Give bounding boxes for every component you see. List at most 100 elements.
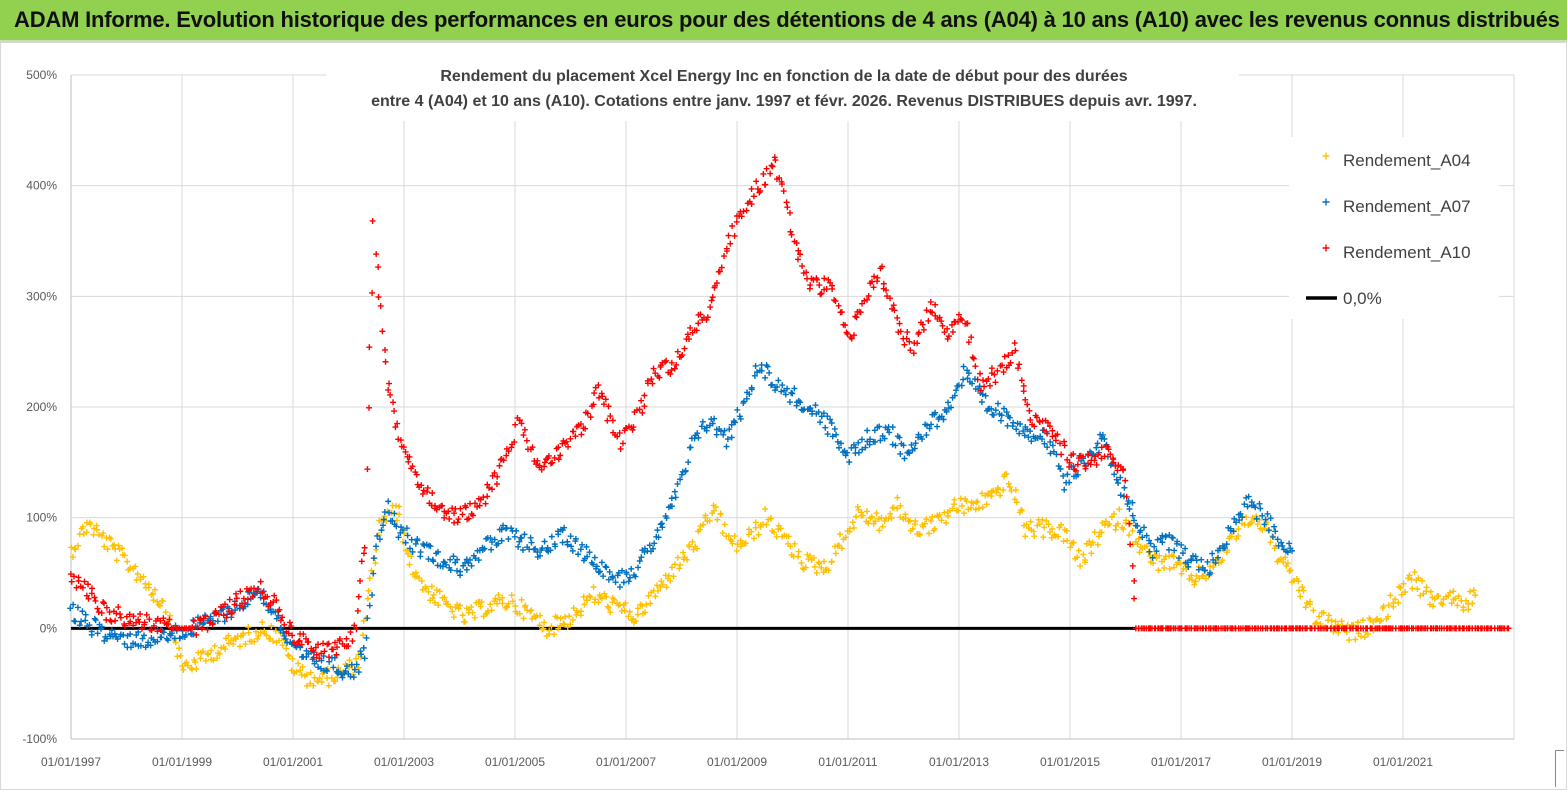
data-point (251, 638, 258, 645)
data-point (833, 431, 840, 438)
data-point (198, 625, 205, 632)
data-point (850, 524, 857, 531)
data-point (467, 556, 474, 563)
data-point (979, 490, 986, 497)
data-point (491, 536, 498, 543)
data-point (687, 444, 694, 451)
data-point (166, 616, 173, 623)
data-point (548, 623, 555, 630)
data-point (121, 622, 128, 629)
data-point (117, 611, 124, 618)
data-point (1093, 444, 1100, 451)
data-point (1000, 405, 1007, 412)
data-point (616, 429, 623, 436)
data-point (1129, 499, 1136, 506)
data-point (379, 328, 386, 335)
data-point (1272, 528, 1279, 535)
data-point (107, 535, 114, 542)
data-point (970, 500, 977, 507)
legend-item-rendement-a04[interactable]: Rendement_A04 (1322, 151, 1471, 170)
legend-item-rendement-a07[interactable]: Rendement_A07 (1322, 197, 1471, 216)
data-point (582, 425, 589, 432)
data-point (446, 515, 453, 522)
data-point (376, 536, 383, 543)
data-point (906, 338, 913, 345)
data-point (100, 599, 107, 606)
resize-handle[interactable] (1555, 750, 1564, 787)
data-point (1284, 549, 1291, 556)
data-point (729, 222, 736, 229)
data-point (555, 444, 562, 451)
data-point (607, 609, 614, 616)
data-point (150, 597, 157, 604)
data-point (704, 314, 711, 321)
data-point (328, 675, 335, 682)
data-point (846, 459, 853, 466)
data-point (432, 502, 439, 509)
data-point (534, 457, 541, 464)
data-point (393, 523, 400, 530)
data-point (435, 548, 442, 555)
data-point (658, 578, 665, 585)
data-point (1378, 617, 1385, 624)
data-point (920, 326, 927, 333)
data-point (449, 608, 456, 615)
data-point (193, 666, 200, 673)
data-point (1303, 599, 1310, 606)
data-point (836, 542, 843, 549)
data-point (1207, 563, 1214, 570)
legend-item-rendement-a10[interactable]: Rendement_A10 (1322, 243, 1471, 262)
data-point (1094, 440, 1101, 447)
data-point (299, 663, 306, 670)
data-point (974, 498, 981, 505)
legend-label: Rendement_A07 (1343, 197, 1471, 216)
data-point (883, 293, 890, 300)
x-tick-label: 01/01/1999 (152, 755, 212, 769)
data-point (1061, 442, 1068, 449)
data-point (1031, 423, 1038, 430)
data-point (1262, 516, 1269, 523)
data-point (923, 432, 930, 439)
data-point (876, 527, 883, 534)
x-tick-label: 01/01/2013 (929, 755, 989, 769)
data-point (1131, 577, 1138, 584)
data-point (1122, 517, 1129, 524)
data-point (519, 547, 526, 554)
data-point (870, 284, 877, 291)
data-point (914, 340, 921, 347)
data-point (659, 524, 666, 531)
data-point (970, 355, 977, 362)
data-point (802, 564, 809, 571)
data-point (1267, 539, 1274, 546)
data-point (787, 228, 794, 235)
data-point (551, 454, 558, 461)
data-point (281, 621, 288, 628)
data-point (225, 632, 232, 639)
data-point (1116, 506, 1123, 513)
data-point (1011, 340, 1018, 347)
data-point (1049, 525, 1056, 532)
data-point (622, 600, 629, 607)
data-point (655, 534, 662, 541)
data-point (1235, 525, 1242, 532)
data-point (330, 646, 337, 653)
data-point (253, 628, 260, 635)
data-point (1091, 529, 1098, 536)
data-point (132, 641, 139, 648)
data-point (1089, 539, 1096, 546)
data-point (641, 609, 648, 616)
data-point (994, 367, 1001, 374)
data-point (244, 596, 251, 603)
data-point (488, 546, 495, 553)
data-point (721, 253, 728, 260)
data-point (343, 635, 350, 642)
data-point (1040, 427, 1047, 434)
legend-item-0-0-[interactable]: 0,0% (1306, 289, 1382, 308)
data-point (1020, 428, 1027, 435)
data-point (697, 311, 704, 318)
data-point (82, 617, 89, 624)
data-point (515, 543, 522, 550)
data-point (805, 556, 812, 563)
data-point (177, 652, 184, 659)
data-point (149, 590, 156, 597)
